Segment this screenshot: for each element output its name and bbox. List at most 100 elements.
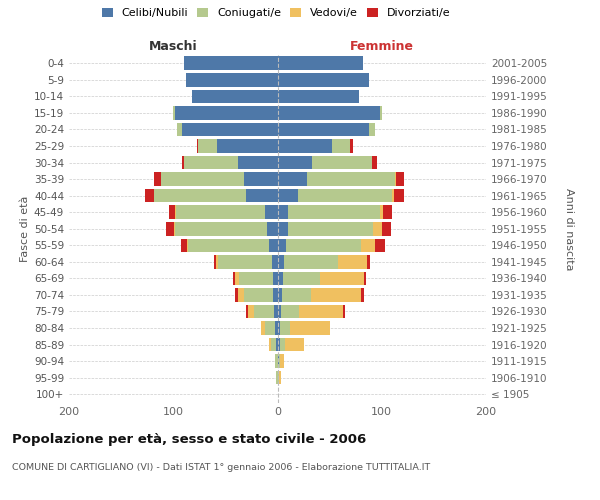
Bar [274,288,277,302]
Bar [395,172,397,186]
Bar [173,106,175,120]
Bar [394,189,404,202]
Bar [169,206,175,219]
Bar [174,222,175,235]
Bar [350,139,353,153]
Legend: Celibi/Nubili, Coniugati/e, Vedovi/e, Divorziati/e: Celibi/Nubili, Coniugati/e, Vedovi/e, Di… [100,6,452,20]
Bar [338,255,367,268]
Bar [278,354,280,368]
Y-axis label: Anni di nascita: Anni di nascita [564,188,574,270]
Bar [246,304,248,318]
Bar [369,122,376,136]
Bar [361,238,376,252]
Bar [176,206,265,219]
Bar [277,304,281,318]
Bar [175,222,267,235]
Bar [277,122,369,136]
Bar [298,189,392,202]
Bar [238,288,244,302]
Bar [184,156,238,170]
Bar [283,272,320,285]
Bar [198,139,217,153]
Bar [154,189,246,202]
Bar [277,156,312,170]
Bar [288,222,373,235]
Bar [161,172,244,186]
Bar [343,304,345,318]
Bar [392,189,394,202]
Bar [274,272,277,285]
Bar [274,304,277,318]
Bar [382,222,391,235]
Bar [244,172,277,186]
Bar [197,139,198,153]
Bar [277,56,363,70]
Bar [397,172,404,186]
Bar [233,272,235,285]
Bar [175,206,176,219]
Bar [178,122,182,136]
Bar [187,238,188,252]
Bar [312,156,373,170]
Text: Maschi: Maschi [149,40,197,52]
Bar [277,238,286,252]
Bar [248,304,254,318]
Bar [254,304,274,318]
Bar [361,288,364,302]
Bar [280,338,285,351]
Bar [373,156,377,170]
Bar [244,288,274,302]
Bar [239,272,274,285]
Bar [307,172,395,186]
Bar [272,255,277,268]
Bar [275,322,277,335]
Bar [277,371,278,384]
Bar [145,189,154,202]
Bar [280,354,284,368]
Text: COMUNE DI CARTIGLIANO (VI) - Dati ISTAT 1° gennaio 2006 - Elaborazione TUTTITALI: COMUNE DI CARTIGLIANO (VI) - Dati ISTAT … [12,463,430,472]
Bar [332,139,350,153]
Bar [277,222,288,235]
Bar [277,255,284,268]
Bar [383,206,392,219]
Bar [184,56,277,70]
Bar [281,304,299,318]
Bar [181,238,187,252]
Bar [246,189,277,202]
Bar [285,338,304,351]
Bar [182,122,277,136]
Text: Femmine: Femmine [350,40,414,52]
Bar [275,354,277,368]
Bar [265,206,277,219]
Text: Popolazione per età, sesso e stato civile - 2006: Popolazione per età, sesso e stato civil… [12,432,366,446]
Bar [214,255,216,268]
Bar [376,238,385,252]
Bar [218,255,272,268]
Bar [265,322,275,335]
Bar [281,288,311,302]
Bar [364,272,366,285]
Bar [277,288,281,302]
Bar [267,222,277,235]
Bar [277,322,280,335]
Bar [277,206,288,219]
Bar [280,322,290,335]
Bar [238,156,277,170]
Bar [380,106,382,120]
Bar [277,354,278,368]
Bar [261,322,265,335]
Bar [235,288,238,302]
Bar [269,238,277,252]
Bar [367,255,370,268]
Bar [278,371,281,384]
Bar [188,238,269,252]
Bar [182,156,184,170]
Bar [277,73,369,86]
Bar [269,338,271,351]
Bar [299,304,343,318]
Bar [166,222,174,235]
Bar [186,73,277,86]
Bar [154,172,161,186]
Bar [380,206,383,219]
Bar [277,272,283,285]
